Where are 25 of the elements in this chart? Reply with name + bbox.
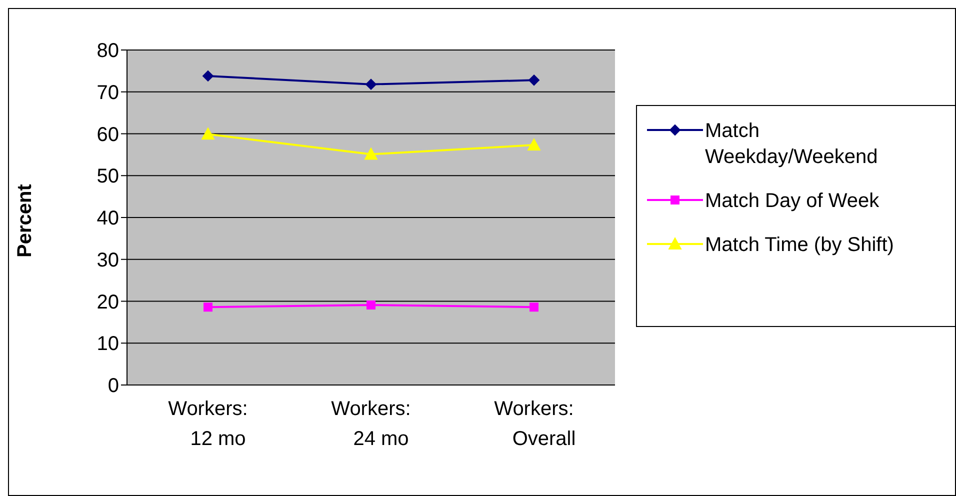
legend-label: Match Weekday/Weekend — [705, 119, 879, 170]
y-tick-label: 0 — [108, 375, 119, 398]
point — [364, 148, 378, 160]
point — [530, 302, 538, 312]
point — [202, 70, 214, 82]
y-axis-title: Percent — [14, 184, 36, 258]
point — [202, 128, 214, 140]
point — [366, 78, 376, 90]
legend-label: Match Day of Week — [705, 189, 880, 214]
y-tick-label: 30 — [96, 249, 119, 272]
y-tick-label: 10 — [96, 333, 119, 356]
y-tick-label: 60 — [96, 124, 119, 146]
y-tick-label: 70 — [96, 82, 119, 104]
y-tick-label: 40 — [96, 208, 119, 230]
x-tick-label: Workers: Overall — [494, 398, 576, 450]
y-tick-label: 80 — [96, 40, 119, 62]
point — [366, 300, 376, 310]
legend-label: Match Time (by Shift) — [705, 233, 895, 258]
point — [528, 138, 540, 151]
point — [528, 74, 540, 86]
x-tick-label: Workers: 12 mo — [168, 398, 248, 450]
y-tick-label: 20 — [96, 291, 119, 314]
y-tick-label: 50 — [96, 166, 119, 188]
point — [204, 302, 212, 312]
x-tick-label: Workers: 24 mo — [331, 398, 411, 450]
